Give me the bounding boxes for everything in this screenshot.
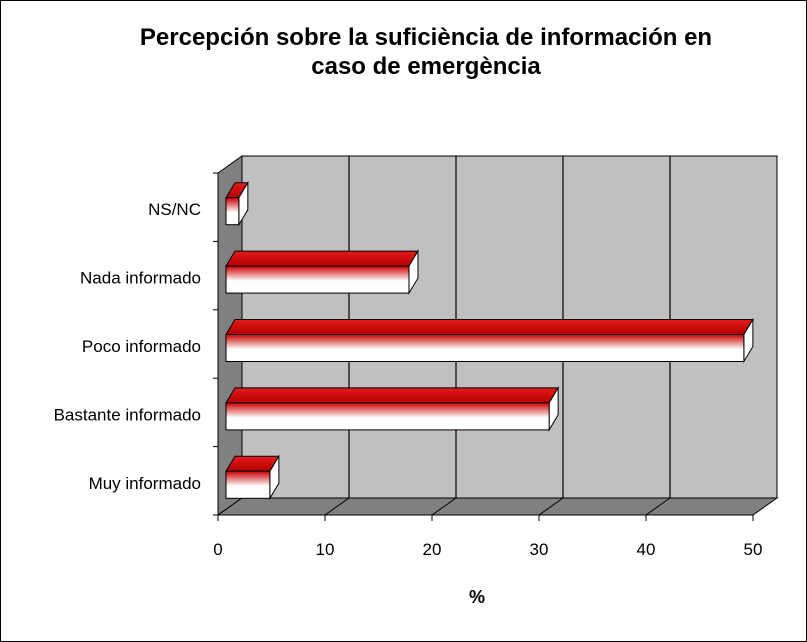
floor-gridline [431, 497, 457, 516]
x-tick-label: 0 [213, 540, 222, 559]
y-axis-ticks: NS/NC Nada informado Poco informado Bastant… [54, 200, 201, 493]
bar-top-face [225, 319, 754, 335]
bar [225, 317, 754, 364]
y-tick-label: Nada informado [80, 269, 201, 288]
chart-title: Percepción sobre la suficiència de infor… [1, 23, 806, 81]
bar [225, 386, 560, 432]
x-tick-label: 10 [316, 540, 335, 559]
x-tick-label: 40 [637, 540, 656, 559]
floor-gridline [538, 497, 564, 516]
x-tick-label: 20 [423, 540, 442, 559]
bar-front-face [225, 197, 240, 226]
bar-front-face [225, 265, 410, 294]
x-axis-title: % [469, 587, 485, 607]
chart-title-line-1: Percepción sobre la suficiència de infor… [139, 24, 713, 51]
bar-front-face [225, 402, 550, 431]
bar-top-face [225, 250, 419, 267]
x-axis-ticks: 0 10 20 30 40 50 [213, 540, 762, 559]
bars [225, 180, 754, 501]
y-tick-label: Bastante informado [54, 405, 201, 424]
y-tick-label: Muy informado [89, 474, 201, 493]
bar-front-face [225, 470, 271, 499]
chart-title-line-2: caso de emergència [311, 53, 541, 80]
bar-front-face [225, 334, 745, 362]
bar [225, 180, 249, 227]
bar [225, 249, 419, 295]
bar-top-face [225, 387, 560, 404]
y-tick-label: NS/NC [148, 200, 201, 219]
x-tick-label: 30 [530, 540, 549, 559]
floor-gridline [324, 497, 350, 516]
floor [216, 497, 779, 516]
y-tick-label: Poco informado [82, 337, 201, 356]
axes [213, 172, 754, 521]
floor-gridline [645, 497, 671, 516]
x-tick-label: 50 [744, 540, 763, 559]
bar [225, 454, 280, 501]
